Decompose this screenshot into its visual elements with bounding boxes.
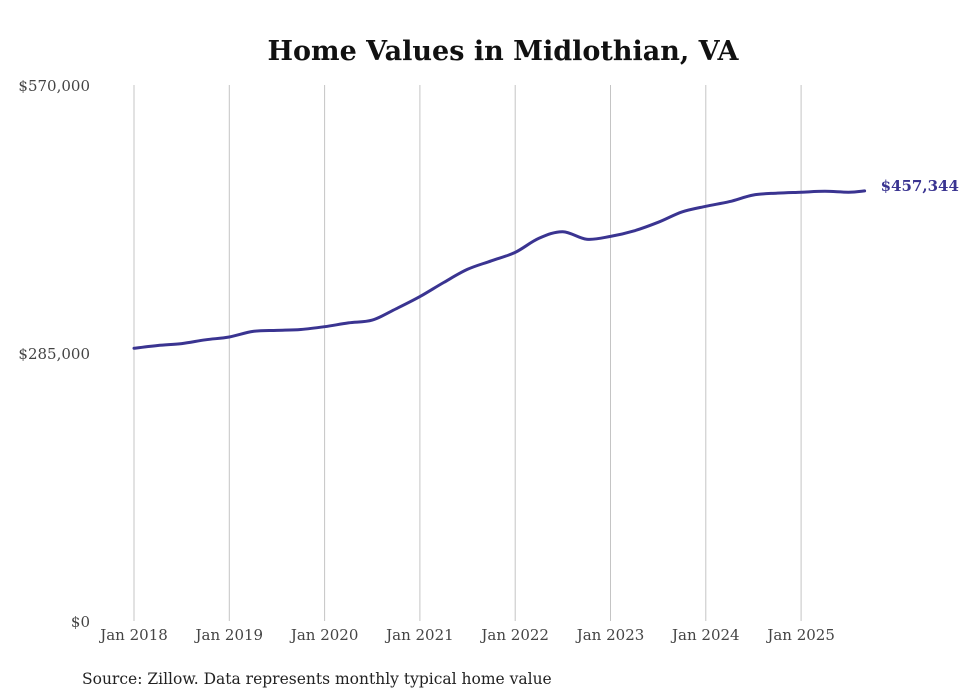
y-tick-label: $570,000 bbox=[18, 77, 90, 95]
x-tick-label: Jan 2024 bbox=[670, 626, 740, 644]
x-tick-label: Jan 2022 bbox=[479, 626, 549, 644]
home-value-line bbox=[132, 189, 867, 350]
source-note: Source: Zillow. Data represents monthly … bbox=[82, 670, 552, 688]
latest-value-label: $457,344 bbox=[881, 177, 959, 195]
y-tick-label: $0 bbox=[71, 613, 90, 631]
x-tick-label: Jan 2018 bbox=[98, 626, 168, 644]
x-tick-label: Jan 2020 bbox=[289, 626, 359, 644]
x-axis-ticks: Jan 2018 Jan 2019 Jan 2020 Jan 2021 Jan 2022… bbox=[98, 626, 835, 644]
x-tick-label: Jan 2021 bbox=[384, 626, 454, 644]
chart-title: Home Values in Midlothian, VA bbox=[268, 36, 740, 67]
gridlines bbox=[133, 85, 802, 621]
x-tick-label: Jan 2025 bbox=[765, 626, 835, 644]
x-tick-label: Jan 2019 bbox=[194, 626, 264, 644]
y-axis-ticks: $0 $285,000 $570,000 bbox=[18, 77, 90, 631]
y-tick-label: $285,000 bbox=[18, 345, 90, 363]
x-tick-label: Jan 2023 bbox=[575, 626, 645, 644]
